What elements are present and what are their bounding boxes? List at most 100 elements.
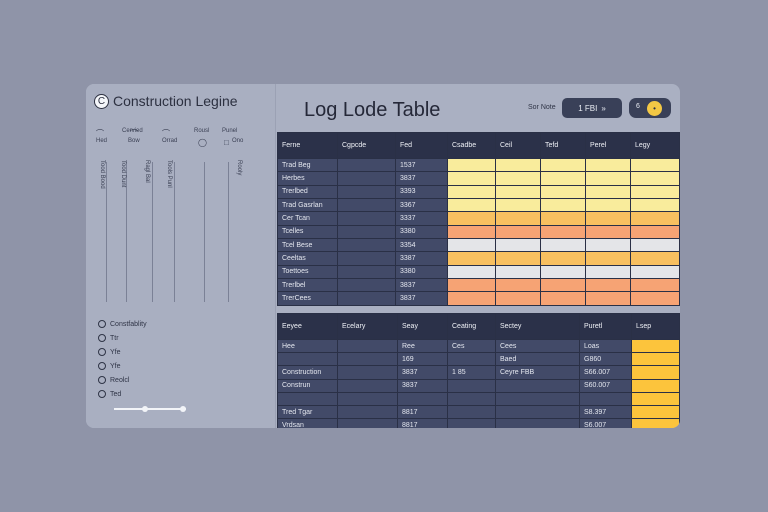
column-header[interactable]: Seay bbox=[397, 313, 448, 340]
table-cell bbox=[585, 264, 631, 280]
table-cell: Baed bbox=[495, 352, 580, 367]
table-row[interactable]: Construn 3837 S60.007 bbox=[277, 378, 680, 393]
guide-line bbox=[106, 162, 107, 302]
zoom-slider[interactable] bbox=[114, 406, 186, 412]
option-ted[interactable]: Ted bbox=[98, 390, 121, 398]
table-row[interactable]: Construction 3837 1 85 Ceyre FBB S66.007 bbox=[277, 365, 680, 380]
column-header[interactable]: Ecelary bbox=[337, 313, 398, 340]
filter-pill-button[interactable]: 1 FBI » bbox=[562, 98, 622, 118]
table-cell bbox=[630, 184, 680, 200]
option-yfe-2[interactable]: Yfe bbox=[98, 362, 121, 370]
table-cell: Trad Gasrlan bbox=[277, 198, 338, 213]
toggle-chip[interactable]: 6 • bbox=[629, 98, 671, 118]
table-row[interactable]: Tred Tgar 8817 S8.397 bbox=[277, 404, 680, 420]
guide-line bbox=[228, 162, 229, 302]
table-row[interactable] bbox=[277, 391, 680, 406]
table-cell bbox=[447, 224, 496, 240]
vertical-label: Rooly bbox=[236, 160, 242, 176]
table-row[interactable]: Tcelles 3380 bbox=[277, 224, 680, 240]
table-cell: S8.397 bbox=[579, 404, 632, 420]
table-cell bbox=[630, 291, 680, 306]
column-header[interactable]: Perel bbox=[585, 132, 631, 159]
table-cell bbox=[447, 378, 496, 393]
table-row[interactable]: Cer Tcan 3337 bbox=[277, 211, 680, 226]
table-row[interactable]: Toettoes 3380 bbox=[277, 264, 680, 280]
table-cell bbox=[397, 391, 448, 406]
table-row[interactable]: Vrdsan 8817 S6.007 bbox=[277, 418, 680, 428]
table-cell bbox=[495, 198, 541, 213]
column-header[interactable]: Ceil bbox=[495, 132, 541, 159]
table-cell bbox=[337, 378, 398, 393]
circle-tool-icon[interactable]: ◯ bbox=[198, 138, 207, 147]
page-title: Log Lode Table bbox=[304, 99, 441, 121]
table-cell: Cees bbox=[495, 338, 580, 354]
column-header[interactable]: Sectey bbox=[495, 313, 580, 340]
app-window: C Construction Legine a35678646800668 ⌒ … bbox=[86, 84, 680, 428]
hat-tool-icon[interactable]: ⌒ bbox=[96, 129, 104, 138]
table-cell bbox=[447, 404, 496, 420]
sort-label: Sor Note bbox=[528, 104, 556, 111]
table-cell bbox=[630, 198, 680, 213]
column-header[interactable]: Legy bbox=[630, 132, 680, 159]
tool-label-ono: Ono bbox=[232, 138, 244, 144]
table-cell: Tred Tgar bbox=[277, 404, 338, 420]
vertical-label: Tood Dunt bbox=[120, 160, 126, 188]
shield-tool-icon[interactable]: ⌒ bbox=[130, 129, 138, 138]
table-row[interactable]: Hee Ree Ces Cees Loas bbox=[277, 338, 680, 354]
table-cell bbox=[631, 404, 680, 420]
table-row[interactable]: Trad Beg 1537 bbox=[277, 157, 680, 173]
column-header[interactable]: Csadbe bbox=[447, 132, 496, 159]
table-cell bbox=[630, 224, 680, 240]
column-header[interactable]: Eeyee bbox=[277, 313, 338, 340]
column-header[interactable]: Ceating bbox=[447, 313, 496, 340]
table-row[interactable]: Tcel Bese 3354 bbox=[277, 238, 680, 253]
table-cell: Ceyre FBB bbox=[495, 365, 580, 380]
column-header[interactable]: Tefd bbox=[540, 132, 586, 159]
column-header[interactable]: Cgpcde bbox=[337, 132, 396, 159]
table-cell bbox=[495, 238, 541, 253]
table-cell: S6.007 bbox=[579, 418, 632, 428]
filter-value: 1 FBI bbox=[578, 103, 598, 113]
app-logo-icon: C bbox=[94, 93, 109, 109]
table-row[interactable]: Trerlbed 3393 bbox=[277, 184, 680, 200]
option-reolcl[interactable]: Reolcl bbox=[98, 376, 129, 384]
column-header[interactable]: Lsep bbox=[631, 313, 680, 340]
table-cell bbox=[495, 264, 541, 280]
table-cell bbox=[337, 211, 396, 226]
table-row[interactable]: Trerlbel 3837 bbox=[277, 278, 680, 293]
table-cell: 3367 bbox=[395, 198, 448, 213]
column-header[interactable]: Puretl bbox=[579, 313, 632, 340]
app-brand[interactable]: C Construction Legine bbox=[94, 93, 238, 109]
box-tool-icon[interactable]: □ bbox=[224, 138, 229, 147]
table-cell bbox=[495, 211, 541, 226]
table-cell bbox=[447, 211, 496, 226]
table-cell bbox=[447, 278, 496, 293]
table-cell bbox=[630, 278, 680, 293]
slider-knob[interactable] bbox=[180, 406, 186, 412]
table-row[interactable]: Ceeltas 3387 bbox=[277, 251, 680, 266]
column-header[interactable]: Ferne bbox=[277, 132, 338, 159]
table-cell bbox=[630, 238, 680, 253]
guide-line bbox=[126, 162, 127, 302]
table-cell bbox=[585, 198, 631, 213]
table-row[interactable]: 169 Baed G860 bbox=[277, 352, 680, 367]
option-constfablity[interactable]: Constfablity bbox=[98, 320, 147, 328]
option-ttr[interactable]: Ttr bbox=[98, 334, 119, 342]
table-row[interactable]: Trad Gasrlan 3367 bbox=[277, 198, 680, 213]
slider-knob[interactable] bbox=[142, 406, 148, 412]
table-cell bbox=[337, 224, 396, 240]
column-header[interactable]: Fed bbox=[395, 132, 448, 159]
table-cell bbox=[540, 171, 586, 186]
table-cell bbox=[495, 391, 580, 406]
table-cell bbox=[495, 404, 580, 420]
table-cell bbox=[585, 171, 631, 186]
table-cell bbox=[337, 198, 396, 213]
table-row[interactable]: TrerCees 3837 bbox=[277, 291, 680, 306]
roof-tool-icon[interactable]: ⌒ bbox=[162, 129, 170, 138]
table-cell: 3337 bbox=[395, 211, 448, 226]
table-cell bbox=[540, 264, 586, 280]
table-row[interactable]: Herbes 3837 bbox=[277, 171, 680, 186]
option-yfe[interactable]: Yfe bbox=[98, 348, 121, 356]
table-cell bbox=[337, 352, 398, 367]
clock-icon bbox=[98, 390, 106, 398]
